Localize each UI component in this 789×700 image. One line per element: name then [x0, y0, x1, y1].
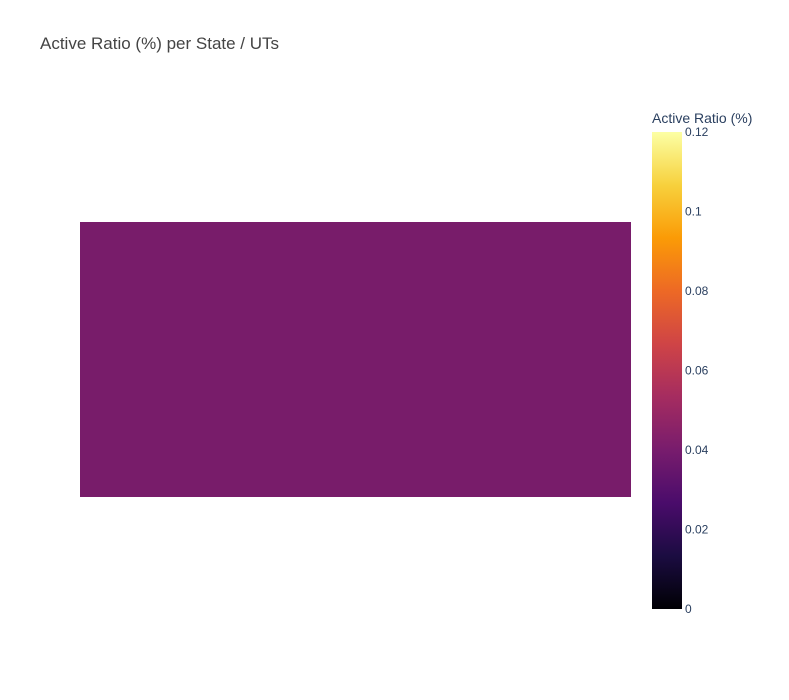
colorbar: Active Ratio (%) 0 0.02 0.04 0.06 0.08 0.1 0.1… — [652, 110, 752, 616]
chart-title: Active Ratio (%) per State / UTs — [40, 34, 280, 53]
colorbar-tick-label: 0.06 — [685, 364, 709, 378]
colorbar-tick-label: 0.04 — [685, 443, 709, 457]
colorbar-tick-label: 0.1 — [685, 205, 702, 219]
colorbar-tick-label: 0.08 — [685, 284, 709, 298]
colorbar-tick-label: 0.02 — [685, 523, 709, 537]
colorbar-tick-label: 0.12 — [685, 125, 709, 139]
colorbar-tick-label: 0 — [685, 602, 692, 616]
heatmap-cell[interactable] — [80, 222, 631, 497]
colorbar-ticks: 0 0.02 0.04 0.06 0.08 0.1 0.12 — [685, 125, 709, 616]
plot-area — [80, 222, 631, 497]
colorbar-title: Active Ratio (%) — [652, 110, 752, 126]
colorbar-gradient — [652, 132, 682, 609]
